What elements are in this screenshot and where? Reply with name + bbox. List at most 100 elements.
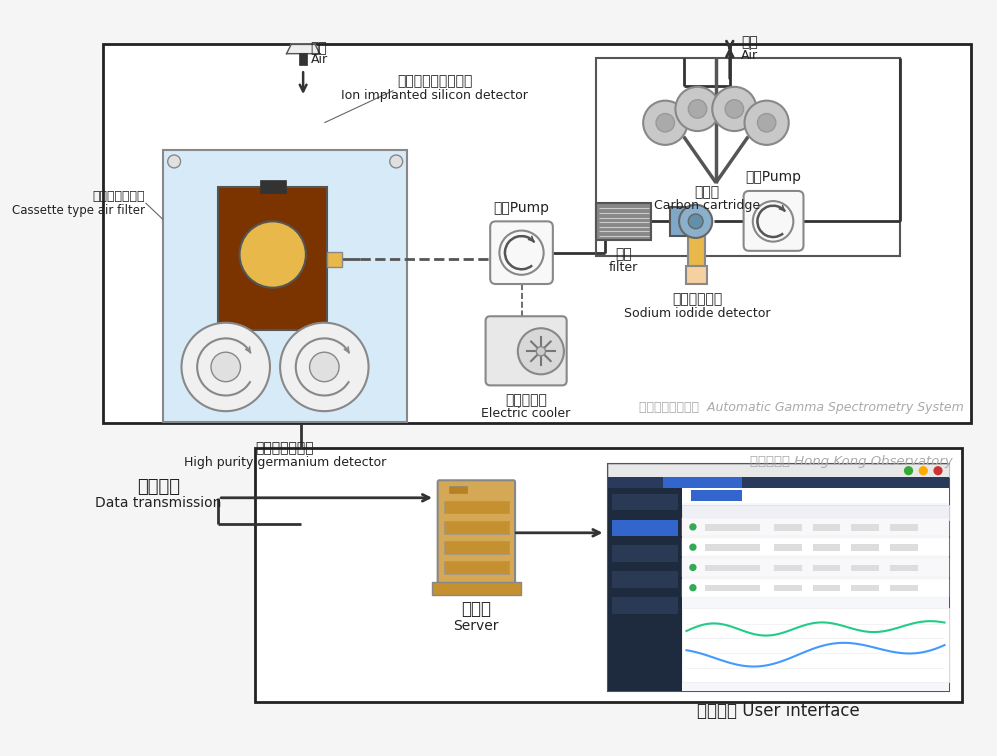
Bar xyxy=(260,180,285,193)
Text: 伺服器: 伺服器 xyxy=(462,600,492,618)
Text: Air: Air xyxy=(741,49,758,62)
FancyBboxPatch shape xyxy=(486,316,566,386)
Bar xyxy=(682,488,949,503)
Text: 空氣: 空氣 xyxy=(741,36,758,50)
Circle shape xyxy=(918,466,928,476)
Bar xyxy=(596,203,651,240)
Bar xyxy=(813,524,840,531)
Text: Sodium iodide detector: Sodium iodide detector xyxy=(624,307,771,320)
Bar xyxy=(444,562,508,575)
Bar xyxy=(608,488,682,691)
Bar xyxy=(612,545,678,562)
Text: Cassette type air filter: Cassette type air filter xyxy=(12,204,145,217)
Circle shape xyxy=(167,155,180,168)
Bar xyxy=(596,58,900,256)
Bar xyxy=(682,488,949,691)
Text: 卡帶式空氣濾紙: 卡帶式空氣濾紙 xyxy=(92,190,145,203)
Text: 碳濾盒: 碳濾盒 xyxy=(694,185,719,199)
Bar xyxy=(705,565,760,571)
Bar xyxy=(444,521,508,534)
Bar xyxy=(663,477,742,488)
Text: 高純度锷探測器: 高純度锷探測器 xyxy=(255,441,314,455)
Text: 空氣: 空氣 xyxy=(310,41,327,55)
Text: Server: Server xyxy=(454,619,499,633)
Text: 氣泵Pump: 氣泵Pump xyxy=(745,170,801,184)
Circle shape xyxy=(643,101,687,145)
Text: Air: Air xyxy=(310,53,328,66)
Bar xyxy=(444,541,508,554)
Circle shape xyxy=(758,113,776,132)
Bar xyxy=(444,500,508,513)
Bar xyxy=(612,494,678,510)
Bar xyxy=(705,524,760,531)
Bar xyxy=(813,585,840,591)
Bar xyxy=(682,518,949,536)
Text: 數據傳輸: 數據傳輸 xyxy=(137,478,180,496)
Text: High purity germanium detector: High purity germanium detector xyxy=(183,457,386,469)
Text: filter: filter xyxy=(609,261,638,274)
FancyBboxPatch shape xyxy=(744,191,804,251)
Bar xyxy=(890,544,918,551)
Bar xyxy=(612,519,678,536)
Bar xyxy=(774,565,802,571)
Bar xyxy=(449,486,468,493)
Text: Carbon cartridge: Carbon cartridge xyxy=(654,199,760,212)
Bar xyxy=(612,571,678,587)
Circle shape xyxy=(675,87,720,131)
Circle shape xyxy=(499,231,543,274)
Circle shape xyxy=(280,323,369,411)
Bar xyxy=(670,206,698,236)
Circle shape xyxy=(712,87,757,131)
Bar xyxy=(299,53,307,65)
Circle shape xyxy=(904,466,913,476)
Text: 香港天文台 Hong Kong Observatory: 香港天文台 Hong Kong Observatory xyxy=(750,455,953,468)
Circle shape xyxy=(181,323,270,411)
Bar xyxy=(774,524,802,531)
Circle shape xyxy=(688,100,707,118)
Bar xyxy=(774,585,802,591)
Circle shape xyxy=(679,205,712,238)
Bar xyxy=(851,544,879,551)
Circle shape xyxy=(689,544,697,551)
Bar xyxy=(851,565,879,571)
Text: 用戶介面 User interface: 用戶介面 User interface xyxy=(697,702,860,720)
Circle shape xyxy=(211,352,240,382)
Polygon shape xyxy=(286,45,320,54)
Bar xyxy=(218,187,327,330)
Bar xyxy=(890,524,918,531)
Circle shape xyxy=(933,466,942,476)
Circle shape xyxy=(517,328,564,374)
Circle shape xyxy=(239,222,306,288)
Circle shape xyxy=(310,352,339,382)
Circle shape xyxy=(725,100,744,118)
Text: Ion implanted silicon detector: Ion implanted silicon detector xyxy=(341,88,528,101)
Bar xyxy=(327,252,342,267)
Bar xyxy=(612,597,678,614)
Bar xyxy=(432,581,520,594)
Bar xyxy=(851,524,879,531)
Bar xyxy=(103,44,971,423)
Bar xyxy=(608,464,949,477)
Bar xyxy=(164,150,407,423)
Text: 氣泵Pump: 氣泵Pump xyxy=(494,201,549,215)
Text: Data transmission: Data transmission xyxy=(96,497,221,510)
Bar xyxy=(691,490,742,501)
Text: 離子注入型硅探測器: 離子注入型硅探測器 xyxy=(397,74,473,88)
Circle shape xyxy=(745,101,789,145)
Bar xyxy=(682,578,949,597)
Circle shape xyxy=(753,201,794,242)
Bar xyxy=(890,565,918,571)
Circle shape xyxy=(689,523,697,531)
Text: Electric cooler: Electric cooler xyxy=(482,407,570,420)
Bar xyxy=(705,544,760,551)
Circle shape xyxy=(688,214,703,229)
Text: 電機冷卻器: 電機冷卻器 xyxy=(505,393,547,407)
Bar xyxy=(254,448,962,702)
Bar xyxy=(682,608,949,682)
Bar xyxy=(890,585,918,591)
Circle shape xyxy=(536,347,545,356)
Bar xyxy=(774,544,802,551)
FancyBboxPatch shape xyxy=(491,222,553,284)
Text: 碳化鱈探測器: 碳化鱈探測器 xyxy=(672,293,723,307)
Circle shape xyxy=(390,155,403,168)
